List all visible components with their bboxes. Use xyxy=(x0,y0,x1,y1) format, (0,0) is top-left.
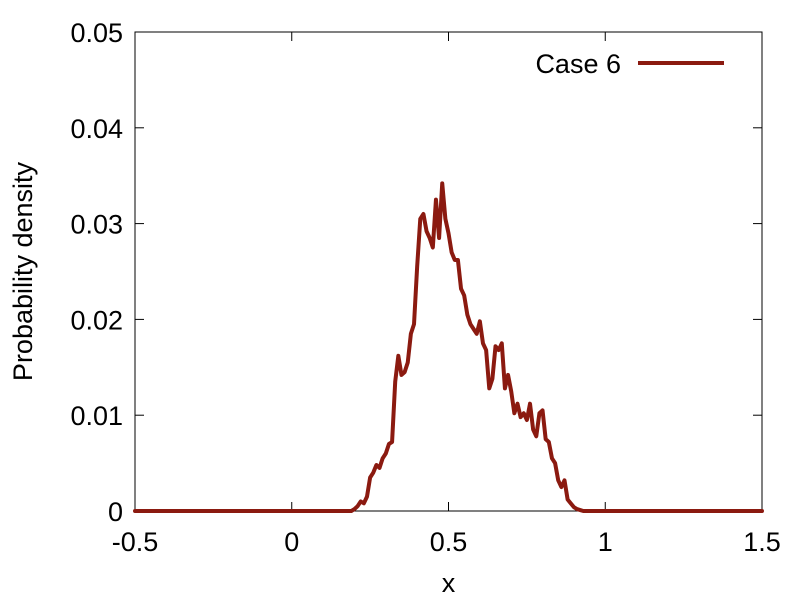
y-axis-label: Probability density xyxy=(8,161,38,381)
plot-frame xyxy=(134,31,763,512)
y-ticks: 0 0.01 0.02 0.03 0.04 0.05 xyxy=(70,18,762,527)
x-tick-label: 1.5 xyxy=(743,527,781,557)
y-tick-label: 0 xyxy=(108,497,123,527)
legend: Case 6 xyxy=(535,49,724,79)
y-tick-label: 0.03 xyxy=(70,210,123,240)
series-layer xyxy=(133,181,764,513)
x-tick-label: 0 xyxy=(284,527,299,557)
y-tick-label: 0.01 xyxy=(70,401,123,431)
y-tick-label: 0.04 xyxy=(70,114,123,144)
x-axis-label: x xyxy=(442,568,456,598)
x-tick-label: -0.5 xyxy=(112,527,159,557)
y-tick-label: 0.02 xyxy=(70,305,123,335)
legend-label: Case 6 xyxy=(535,49,621,79)
x-ticks: -0.5 0 0.5 1 1.5 xyxy=(112,32,781,557)
series-line xyxy=(133,181,764,513)
x-tick-label: 1 xyxy=(598,527,613,557)
x-tick-label: 0.5 xyxy=(430,527,468,557)
y-tick-label: 0.05 xyxy=(70,18,123,48)
